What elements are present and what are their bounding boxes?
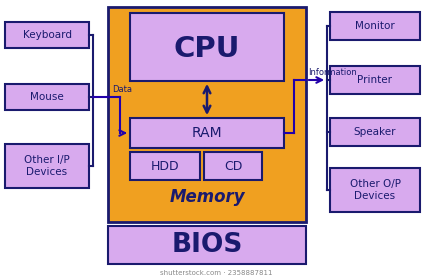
Text: Data: Data (112, 85, 132, 94)
Text: Monitor: Monitor (355, 21, 395, 31)
Bar (130, 118, 284, 148)
Bar (330, 66, 420, 94)
Text: Printer: Printer (358, 75, 393, 85)
Text: shutterstock.com · 2358887811: shutterstock.com · 2358887811 (160, 270, 272, 276)
Bar (330, 168, 420, 212)
Text: RAM: RAM (192, 126, 222, 140)
Bar (5, 22, 89, 48)
Text: Speaker: Speaker (354, 127, 396, 137)
Text: Mouse: Mouse (30, 92, 64, 102)
Bar (204, 152, 262, 180)
Text: CD: CD (224, 160, 242, 172)
Text: Other O/P
Devices: Other O/P Devices (349, 179, 400, 201)
Text: CPU: CPU (174, 35, 240, 63)
Bar (130, 152, 200, 180)
Text: Other I/P
Devices: Other I/P Devices (24, 155, 70, 177)
Bar (5, 84, 89, 110)
Bar (330, 118, 420, 146)
Bar (5, 144, 89, 188)
Bar (108, 7, 306, 222)
Text: HDD: HDD (151, 160, 179, 172)
Bar (108, 226, 306, 264)
Text: Keyboard: Keyboard (22, 30, 72, 40)
Text: Information: Information (308, 68, 357, 77)
Bar (330, 12, 420, 40)
Text: BIOS: BIOS (172, 232, 243, 258)
Text: Memory: Memory (169, 188, 245, 206)
Bar (130, 13, 284, 81)
